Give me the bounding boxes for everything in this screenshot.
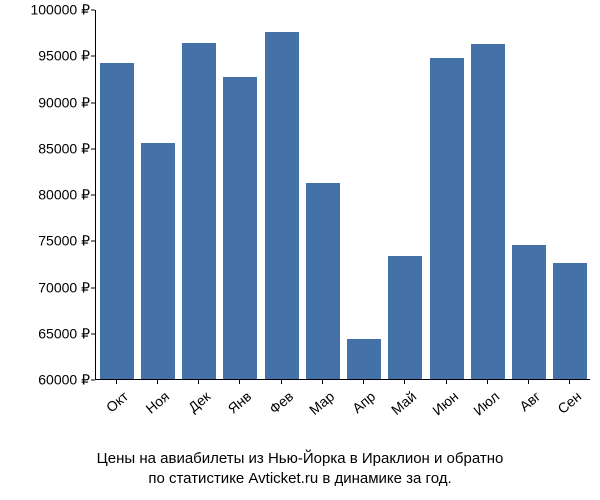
caption-line-1: Цены на авиабилеты из Нью-Йорка в Иракли…	[0, 450, 600, 467]
bar	[141, 143, 175, 379]
y-tick-mark	[91, 56, 95, 57]
y-tick-mark	[91, 10, 95, 11]
x-tick-label: Май	[383, 388, 420, 423]
y-tick-mark	[91, 195, 95, 196]
chart-container	[95, 10, 590, 380]
bar	[182, 43, 216, 379]
y-tick-mark	[91, 333, 95, 334]
y-tick-label: 80000 ₽	[38, 187, 90, 204]
x-tick-label: Ноя	[135, 388, 172, 423]
y-tick-mark	[91, 287, 95, 288]
bar	[430, 58, 464, 379]
bar	[512, 245, 546, 379]
x-tick-label: Фев	[259, 388, 296, 423]
x-tick-mark	[487, 380, 488, 384]
x-tick-mark	[446, 380, 447, 384]
x-tick-mark	[322, 380, 323, 384]
y-tick-mark	[91, 380, 95, 381]
x-tick-label: Апр	[341, 388, 378, 423]
y-tick-label: 60000 ₽	[38, 372, 90, 389]
y-tick-mark	[91, 102, 95, 103]
x-tick-mark	[116, 380, 117, 384]
bar	[388, 256, 422, 379]
y-tick-label: 95000 ₽	[38, 48, 90, 65]
bar	[553, 263, 587, 379]
y-tick-mark	[91, 148, 95, 149]
y-tick-label: 75000 ₽	[38, 233, 90, 250]
bar	[471, 44, 505, 379]
x-tick-mark	[198, 380, 199, 384]
bar	[265, 32, 299, 379]
x-tick-label: Дек	[176, 388, 213, 423]
x-tick-mark	[569, 380, 570, 384]
x-tick-mark	[404, 380, 405, 384]
x-tick-mark	[528, 380, 529, 384]
x-tick-mark	[363, 380, 364, 384]
bar	[100, 63, 134, 379]
x-tick-label: Июн	[424, 388, 461, 423]
y-tick-label: 85000 ₽	[38, 140, 90, 157]
x-tick-label: Окт	[94, 388, 131, 423]
x-tick-label: Июл	[465, 388, 502, 423]
caption-line-2: по статистике Avticket.ru в динамике за …	[0, 470, 600, 487]
bar	[223, 77, 257, 379]
bar	[347, 339, 381, 379]
x-tick-mark	[157, 380, 158, 384]
x-tick-label: Сен	[548, 388, 585, 423]
x-tick-label: Авг	[506, 388, 543, 423]
y-tick-mark	[91, 241, 95, 242]
x-tick-label: Янв	[218, 388, 255, 423]
y-tick-label: 90000 ₽	[38, 94, 90, 111]
y-tick-label: 100000 ₽	[30, 2, 90, 19]
x-tick-mark	[239, 380, 240, 384]
x-tick-label: Мар	[300, 388, 337, 423]
y-tick-label: 70000 ₽	[38, 279, 90, 296]
plot-area	[95, 10, 590, 380]
bar	[306, 183, 340, 379]
x-tick-mark	[281, 380, 282, 384]
y-tick-label: 65000 ₽	[38, 325, 90, 342]
